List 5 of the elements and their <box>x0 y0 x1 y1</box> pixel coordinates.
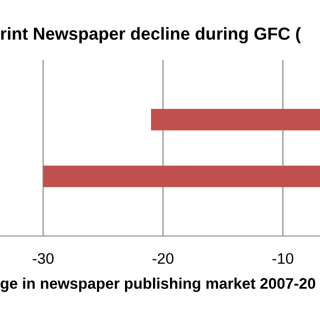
x-tick-label: -30 <box>32 253 54 264</box>
x-axis-title: ge in newspaper publishing market 2007-20 <box>0 278 316 292</box>
chart-title: rint Newspaper decline during GFC ( <box>1 27 301 44</box>
x-tick-label: -10 <box>272 253 294 264</box>
x-tick-label: -20 <box>152 253 174 264</box>
